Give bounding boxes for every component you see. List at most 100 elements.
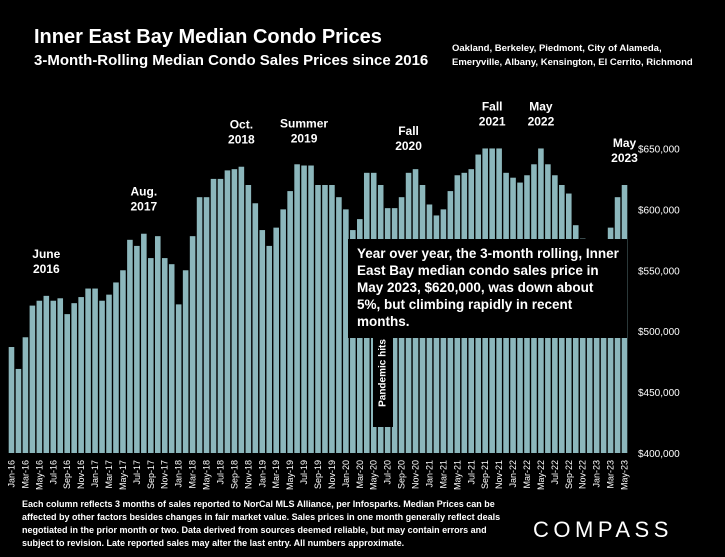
x-tick-label: Sep-20 xyxy=(397,460,407,489)
bar xyxy=(99,300,105,453)
callout-label: 2017 xyxy=(130,200,157,214)
bar xyxy=(57,298,64,453)
x-tick-label: Jan-16 xyxy=(6,460,16,488)
callout-label: May xyxy=(529,99,553,113)
bar xyxy=(217,178,224,453)
bar xyxy=(8,347,15,453)
bar xyxy=(154,236,161,453)
footnote: Each column reflects 3 months of sales r… xyxy=(22,499,501,548)
bar xyxy=(36,300,43,453)
x-tick-label: May-22 xyxy=(536,460,546,490)
bar xyxy=(189,236,196,453)
callout-label: Fall xyxy=(398,124,419,138)
x-tick-label: Mar-21 xyxy=(438,460,448,489)
bar xyxy=(224,170,231,453)
x-tick-label: Nov-21 xyxy=(494,460,504,489)
x-tick-label: Sep-19 xyxy=(313,460,323,489)
bar xyxy=(287,191,293,453)
x-tick-label: Jul-17 xyxy=(132,460,142,485)
bar xyxy=(301,165,307,453)
y-tick-label: $650,000 xyxy=(638,144,680,155)
x-tick-label: Jul-19 xyxy=(299,460,309,485)
bar xyxy=(593,265,600,453)
x-tick-label: Jul-20 xyxy=(383,460,393,485)
bar xyxy=(280,209,286,453)
y-tick-label: $550,000 xyxy=(638,266,680,277)
bar xyxy=(161,258,168,453)
bar xyxy=(15,368,22,453)
bar xyxy=(134,245,140,453)
x-tick-label: May-18 xyxy=(202,460,212,490)
x-tick-label: Sep-21 xyxy=(480,460,490,489)
x-tick-label: Jan-21 xyxy=(424,460,434,488)
x-tick-label: Jan-20 xyxy=(341,460,351,488)
callout-label: 2018 xyxy=(228,133,255,147)
x-tick-label: Jan-19 xyxy=(257,460,267,488)
x-tick-label: Jan-22 xyxy=(508,460,518,488)
bar xyxy=(245,185,252,453)
x-tick-label: Jan-17 xyxy=(90,460,100,488)
bar xyxy=(586,270,593,453)
bar xyxy=(210,178,217,453)
x-tick-label: Nov-20 xyxy=(411,460,421,489)
bar xyxy=(572,225,579,453)
bar xyxy=(196,197,203,453)
bar xyxy=(579,238,586,453)
x-tick-label: Jul-18 xyxy=(215,460,225,485)
x-tick-label: May-21 xyxy=(452,460,462,490)
bar xyxy=(308,165,314,453)
bar xyxy=(238,166,245,453)
bar xyxy=(92,288,98,453)
bar xyxy=(175,304,182,453)
x-tick-label: Nov-16 xyxy=(76,460,86,489)
x-tick-label: Jul-16 xyxy=(48,460,58,485)
bar xyxy=(322,185,328,453)
bar xyxy=(273,227,279,453)
x-tick-label: Mar-19 xyxy=(271,460,281,489)
bar xyxy=(141,233,147,453)
callout-label: Oct. xyxy=(230,118,253,132)
y-tick-label: $400,000 xyxy=(638,449,680,460)
x-tick-label: Nov-17 xyxy=(160,460,170,489)
bar xyxy=(266,245,273,453)
bar xyxy=(294,164,300,454)
chart-title: Inner East Bay Median Condo Prices xyxy=(34,26,382,48)
x-tick-label: Mar-18 xyxy=(188,460,198,489)
bar xyxy=(71,303,77,453)
bar xyxy=(607,227,614,453)
bar xyxy=(252,203,259,453)
x-tick-label: May-20 xyxy=(369,460,379,490)
x-tick-label: Sep-22 xyxy=(564,460,574,489)
x-tick-label: Nov-22 xyxy=(578,460,588,489)
callout-label: Fall xyxy=(482,99,503,113)
bar xyxy=(106,294,112,453)
bar xyxy=(85,288,91,453)
bar xyxy=(315,185,321,453)
x-tick-label: Jan-23 xyxy=(592,460,602,488)
bar xyxy=(259,230,266,453)
x-tick-label: Sep-16 xyxy=(62,460,72,489)
x-tick-label: Sep-17 xyxy=(146,460,156,489)
x-tick-label: Mar-16 xyxy=(20,460,30,489)
x-tick-label: Nov-19 xyxy=(327,460,337,489)
bar xyxy=(182,270,189,453)
x-tick-label: Jan-18 xyxy=(174,460,184,488)
callout-label: 2020 xyxy=(395,139,422,153)
bar xyxy=(350,230,356,453)
bar xyxy=(29,305,36,453)
bar xyxy=(231,169,238,453)
y-tick-label: $500,000 xyxy=(638,327,680,338)
bar xyxy=(600,269,607,453)
callout-label: June xyxy=(32,247,60,261)
chart-subtitle: 3-Month-Rolling Median Condo Sales Price… xyxy=(34,52,429,69)
region-list: Oakland, Berkeley, Piedmont, City of Ala… xyxy=(452,43,693,68)
bar xyxy=(22,337,29,453)
callout-label: 2019 xyxy=(291,132,318,146)
y-axis-ticks: $400,000 $450,000 $500,000 $550,000 $600,000… xyxy=(638,144,680,460)
x-tick-label: Mar-22 xyxy=(522,460,532,489)
y-tick-label: $600,000 xyxy=(638,205,680,216)
bar xyxy=(50,300,57,453)
callout-label: 2023 xyxy=(611,151,638,165)
bar xyxy=(43,295,50,453)
callout-label: Summer xyxy=(280,117,328,131)
